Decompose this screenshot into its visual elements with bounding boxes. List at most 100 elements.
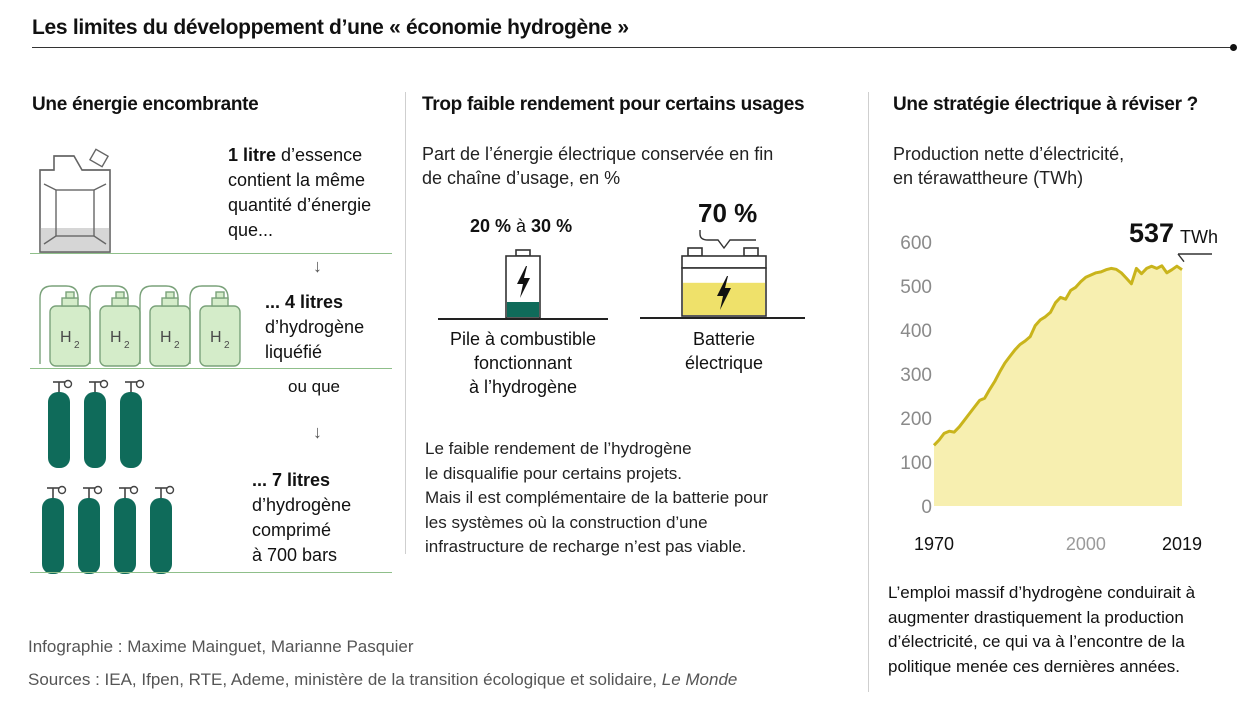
- cylinder-icon: [114, 485, 139, 574]
- block1-text: 1 litre d’essence contient la même quant…: [228, 143, 408, 243]
- h2-label: H: [160, 329, 172, 346]
- y-tick-label: 100: [900, 453, 932, 474]
- col1-title: Une énergie encombrante: [32, 94, 259, 115]
- production-line: [932, 264, 1183, 447]
- x-tick-label: 2000: [1066, 534, 1106, 554]
- block3-line: d’hydrogène: [252, 495, 352, 515]
- x-tick-label: 1970: [914, 534, 954, 554]
- col2-paragraph: Le faible rendement de l’hydrogène le di…: [425, 437, 865, 560]
- h2-label: H: [110, 329, 122, 346]
- col3-paragraph-line: d’électricité, ce qui va à l’encontre de…: [888, 632, 1185, 651]
- col3-paragraph: L’emploi massif d’hydrogène conduirait à…: [888, 581, 1258, 679]
- fuelcell-value-sep: à: [511, 216, 532, 236]
- fuelcell-battery-icon: [505, 249, 541, 319]
- y-tick-label: 500: [900, 277, 932, 298]
- page-title: Les limites du développement d’une « éco…: [32, 16, 629, 39]
- col2-paragraph-line: infrastructure de recharge n’est pas via…: [425, 537, 747, 556]
- production-area: [934, 265, 1182, 506]
- cylinder-icon: [84, 379, 109, 468]
- divider-line: [30, 572, 392, 573]
- block1-bold: 1 litre: [228, 145, 277, 165]
- arrow-down-icon: ↓: [313, 422, 322, 442]
- y-tick-label: 200: [900, 409, 932, 430]
- title-rule-dot: [1230, 44, 1237, 51]
- column-separator-1: [405, 92, 406, 554]
- battery-value-pointer: [699, 230, 756, 250]
- fuelcell-value-low: 20 %: [470, 216, 512, 236]
- col2-paragraph-line: Le faible rendement de l’hydrogène: [425, 439, 692, 458]
- col3-subtitle-line: en térawattheure (TWh): [893, 168, 1084, 188]
- h2-tank-icon: [139, 285, 191, 367]
- col2-paragraph-line: les systèmes où la construction d’une: [425, 512, 708, 532]
- battery-value: 70 %: [698, 198, 758, 228]
- y-tick-label: 300: [900, 365, 932, 386]
- compressed-cylinders-4: [42, 485, 175, 574]
- col2-paragraph-line: Mais il est complémentaire de la batteri…: [425, 488, 768, 507]
- h2-label: H: [60, 329, 72, 346]
- fuelcell-label-line: fonctionnant: [473, 353, 573, 373]
- annotation-pointer: [1177, 253, 1212, 263]
- block2-text: ... 4 litres d’hydrogène liquéfié: [265, 290, 405, 365]
- cylinder-icon: [42, 485, 67, 574]
- block1-line: quantité d’énergie: [228, 195, 372, 215]
- h2-subscript: 2: [74, 340, 80, 351]
- col2-paragraph-line: le disqualifie pour certains projets.: [425, 463, 683, 483]
- battery-label-line: électrique: [684, 353, 764, 373]
- title-rule: [32, 47, 1232, 48]
- arrow-down-icon: ↓: [313, 256, 322, 276]
- block2-line: d’hydrogène: [265, 317, 365, 337]
- battery-label-line: Batterie: [692, 329, 756, 349]
- block2-line: liquéfié: [265, 342, 323, 362]
- cylinder-icon: [48, 379, 73, 468]
- credits-le-monde: Le Monde: [661, 670, 738, 689]
- battery-baseline: [640, 317, 805, 319]
- h2-label: H: [210, 329, 222, 346]
- h2-subscript: 2: [174, 340, 180, 351]
- block3-text: ... 7 litres d’hydrogène comprimé à 700 …: [252, 468, 402, 568]
- col3-subtitle: Production nette d’électricité, en téraw…: [893, 142, 1253, 190]
- col3-paragraph-line: L’emploi massif d’hydrogène conduirait à: [888, 583, 1196, 602]
- annotation-value: 537: [1129, 218, 1174, 248]
- col2-title: Trop faible rendement pour certains usag…: [422, 94, 805, 115]
- col2-subtitle: Part de l’énergie électrique conservée e…: [422, 142, 862, 190]
- x-tick-label: 2019: [1162, 534, 1202, 554]
- cylinder-icon: [150, 485, 175, 574]
- y-tick-label: 600: [900, 233, 932, 254]
- col3-title: Une stratégie électrique à réviser ?: [893, 94, 1198, 115]
- credits-sources: Sources : IEA, Ifpen, RTE, Ademe, minist…: [28, 670, 662, 689]
- compressed-cylinders-3: [48, 379, 145, 468]
- block1-rest: d’essence: [276, 145, 363, 165]
- col2-subtitle-line: de chaîne d’usage, en %: [422, 168, 621, 188]
- col3-paragraph-line: politique menée ces dernières années.: [888, 656, 1181, 676]
- block3-line: à 700 bars: [252, 545, 338, 565]
- block3-bold: ... 7 litres: [252, 470, 331, 490]
- fuelcell-label-line: Pile à combustible: [449, 329, 597, 349]
- block1-line: contient la même: [228, 170, 366, 190]
- h2-tank-icon: [39, 285, 91, 367]
- cylinder-icon: [120, 379, 145, 468]
- or-text: ou que: [288, 377, 340, 396]
- fuelcell-label-line: à l’hydrogène: [468, 377, 578, 397]
- block1-line: que...: [228, 220, 274, 240]
- battery-label: Batterie électrique: [640, 327, 808, 375]
- fuelcell-baseline: [438, 318, 608, 320]
- fuelcell-label: Pile à combustible fonctionnant à l’hydr…: [420, 327, 626, 399]
- annotation-unit: TWh: [1180, 227, 1218, 247]
- col3-subtitle-line: Production nette d’électricité,: [893, 144, 1125, 164]
- block2-bold: ... 4 litres: [265, 292, 344, 312]
- cylinder-icon: [78, 485, 103, 574]
- divider-line: [30, 253, 392, 254]
- col2-subtitle-line: Part de l’énergie électrique conservée e…: [422, 144, 774, 164]
- h2-tank-icon: [189, 285, 241, 367]
- fuelcell-value-high: 30 %: [531, 216, 573, 236]
- h2-tank-icon: [89, 285, 141, 367]
- y-tick-label: 0: [921, 497, 932, 518]
- fuelcell-value: 20 % à 30 %: [470, 216, 572, 237]
- car-battery-icon: [681, 247, 767, 317]
- electricity-production-chart: 0 100 200 300 400 500 600 1970 2000 2019 537 TWh: [900, 218, 1218, 554]
- credits-line2: Sources : IEA, Ifpen, RTE, Ademe, minist…: [28, 670, 737, 690]
- col3-paragraph-line: augmenter drastiquement la production: [888, 607, 1184, 627]
- column-separator-2: [868, 92, 869, 692]
- jerrycan-icon: [39, 148, 111, 253]
